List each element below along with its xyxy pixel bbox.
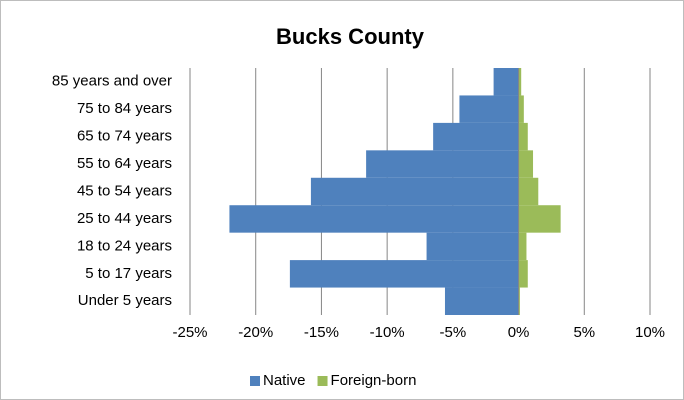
y-tick-label: 45 to 54 years [77, 182, 172, 199]
bar [518, 205, 561, 233]
y-tick-label: 18 to 24 years [77, 237, 172, 254]
legend-swatch [317, 376, 328, 386]
bar [493, 68, 519, 96]
x-tick-label: -5% [440, 324, 467, 341]
y-tick-label: 65 to 74 years [77, 128, 172, 145]
bar [229, 205, 519, 233]
bar [518, 150, 534, 178]
bar [433, 122, 519, 151]
chart-title: Bucks County [276, 24, 425, 49]
y-tick-label: 5 to 17 years [85, 265, 172, 282]
x-tick-label: 5% [573, 324, 595, 341]
x-tick-label: -15% [304, 324, 339, 341]
x-tick-label: -20% [238, 324, 273, 341]
y-tick-label: Under 5 years [78, 292, 172, 309]
x-tick-label: -10% [370, 324, 405, 341]
y-tick-label: 85 years and over [52, 73, 172, 90]
bar [518, 232, 527, 261]
bar [459, 95, 519, 123]
legend-label: Foreign-born [331, 372, 417, 389]
y-tick-label: 55 to 64 years [77, 155, 172, 172]
bar [366, 150, 519, 178]
bar [518, 177, 539, 206]
bar [518, 68, 522, 96]
bar [444, 287, 519, 315]
bar [518, 260, 528, 288]
y-tick-label: 75 to 84 years [77, 100, 172, 117]
x-tick-label: -25% [172, 324, 207, 341]
bar [518, 122, 528, 151]
x-tick-label: 10% [635, 324, 665, 341]
bar [518, 287, 520, 315]
bar [310, 177, 519, 206]
bar [518, 95, 524, 123]
bar [289, 260, 519, 288]
bar [426, 232, 519, 261]
y-tick-label: 25 to 44 years [77, 210, 172, 227]
x-tick-label: 0% [508, 324, 530, 341]
legend-swatch [250, 376, 260, 386]
legend-label: Native [263, 372, 306, 389]
